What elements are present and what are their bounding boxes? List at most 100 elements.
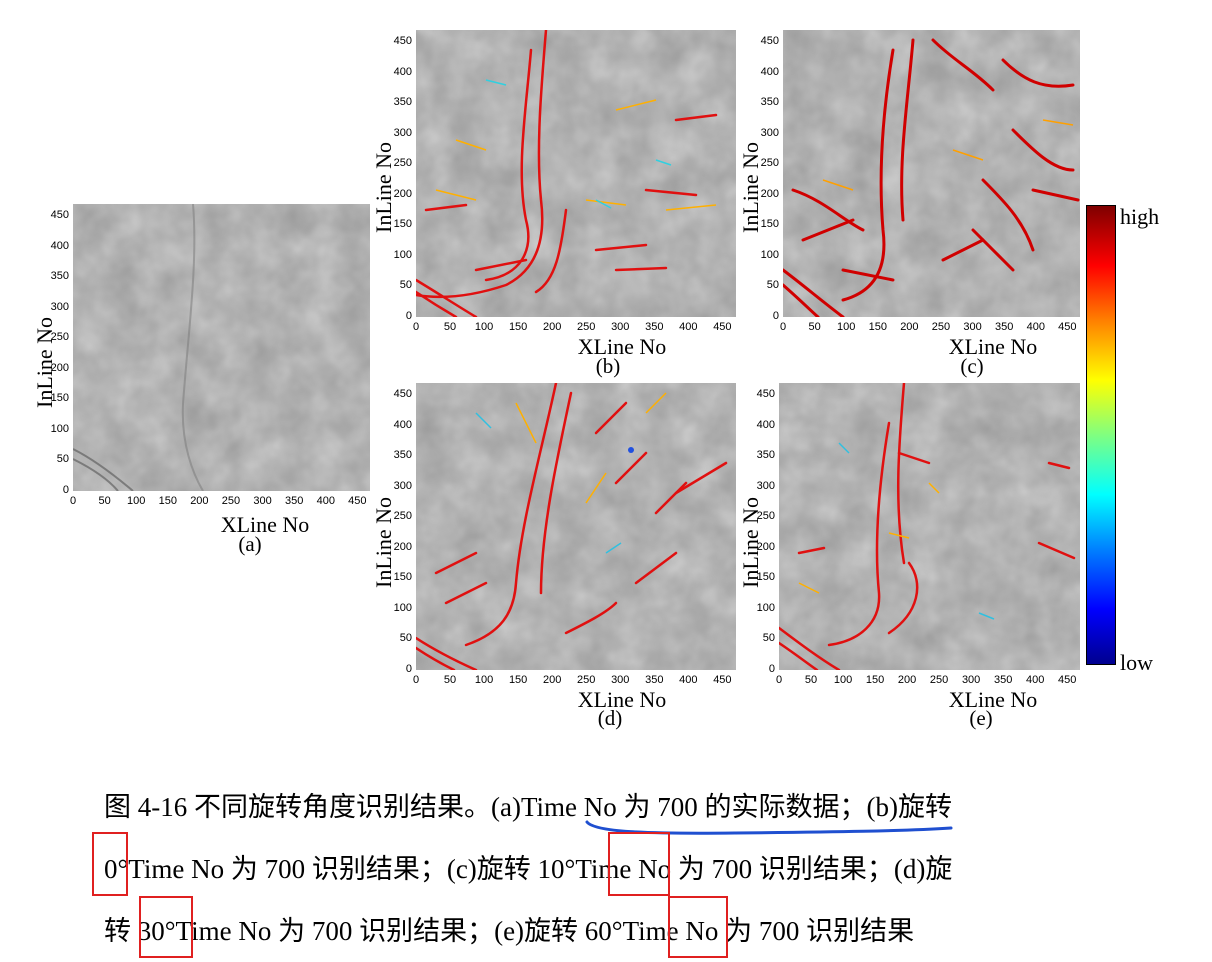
x-tick-label: 150 bbox=[865, 674, 885, 686]
panel-d-image bbox=[416, 383, 736, 670]
x-tick-label: 450 bbox=[1058, 674, 1077, 686]
x-tick-label: 400 bbox=[679, 674, 698, 686]
x-tick-label: 250 bbox=[577, 674, 596, 686]
y-tick-label: 350 bbox=[756, 449, 775, 462]
y-tick-label: 150 bbox=[393, 571, 412, 584]
hand-underline bbox=[585, 820, 953, 835]
x-tick-label: 250 bbox=[929, 674, 949, 686]
seismic-slice-image bbox=[73, 204, 370, 491]
x-tick-label: 350 bbox=[993, 674, 1013, 686]
x-tick-label: 0 bbox=[412, 321, 420, 333]
y-tick-label: 200 bbox=[756, 540, 775, 553]
x-tick-label: 100 bbox=[127, 495, 146, 507]
x-tick-label: 50 bbox=[808, 321, 821, 333]
y-tick-label: 400 bbox=[50, 239, 69, 252]
x-tick-label: 350 bbox=[994, 321, 1014, 333]
y-tick-label: 300 bbox=[756, 479, 775, 492]
panel-b-xlabel: XLine No bbox=[577, 334, 667, 359]
x-tick-label: 0 bbox=[779, 321, 787, 333]
y-tick-label: 150 bbox=[50, 392, 69, 405]
y-tick-label: 350 bbox=[393, 96, 412, 109]
detection-map-0deg bbox=[416, 30, 736, 317]
panel-c-label: (c) bbox=[960, 354, 984, 378]
y-tick-label: 50 bbox=[399, 632, 412, 645]
panel-e-xlabel: XLine No bbox=[948, 687, 1038, 712]
x-tick-label: 450 bbox=[348, 495, 367, 507]
y-tick-label: 450 bbox=[760, 35, 779, 48]
x-tick-label: 100 bbox=[474, 321, 494, 333]
x-tick-label: 400 bbox=[1026, 321, 1045, 333]
x-tick-label: 450 bbox=[713, 674, 732, 686]
y-tick-label: 150 bbox=[393, 218, 412, 231]
y-tick-label: 200 bbox=[393, 187, 412, 200]
y-tick-label: 150 bbox=[756, 571, 775, 584]
x-tick-label: 150 bbox=[508, 321, 528, 333]
y-tick-label: 50 bbox=[762, 632, 775, 645]
x-tick-label: 150 bbox=[508, 674, 528, 686]
y-tick-label: 0 bbox=[405, 310, 412, 322]
highlight-box-30deg bbox=[139, 896, 193, 958]
y-tick-label: 200 bbox=[760, 187, 779, 200]
x-tick-label: 400 bbox=[1025, 674, 1045, 686]
panel-c-image bbox=[783, 30, 1080, 317]
y-tick-label: 400 bbox=[760, 65, 779, 78]
x-tick-label: 50 bbox=[443, 321, 457, 333]
y-tick-label: 0 bbox=[62, 484, 69, 496]
x-tick-label: 350 bbox=[645, 674, 664, 686]
y-tick-label: 250 bbox=[756, 510, 775, 523]
detection-map-60deg bbox=[779, 383, 1080, 670]
x-tick-label: 0 bbox=[69, 495, 77, 507]
panel-a-label: (a) bbox=[238, 532, 262, 556]
y-tick-label: 400 bbox=[393, 65, 412, 78]
panel-e-label: (e) bbox=[969, 706, 993, 730]
y-tick-label: 400 bbox=[393, 418, 412, 431]
caption-line-2: 0°Time No 为 700 识别结果；(c)旋转 10°Time No 为 … bbox=[104, 854, 953, 884]
x-tick-label: 300 bbox=[611, 674, 630, 686]
y-tick-label: 300 bbox=[393, 479, 412, 492]
y-tick-label: 450 bbox=[50, 209, 69, 222]
y-tick-label: 300 bbox=[393, 126, 412, 139]
x-tick-label: 100 bbox=[837, 321, 856, 333]
panel-b-image bbox=[416, 30, 736, 317]
x-tick-label: 250 bbox=[577, 321, 596, 333]
y-tick-label: 300 bbox=[50, 300, 69, 313]
y-tick-label: 200 bbox=[50, 361, 69, 374]
y-tick-label: 350 bbox=[393, 449, 412, 462]
y-tick-label: 350 bbox=[50, 270, 69, 283]
x-tick-label: 400 bbox=[316, 495, 335, 507]
panel-c-ylabel: InLine No bbox=[738, 141, 763, 233]
x-tick-label: 300 bbox=[963, 321, 982, 333]
figure-caption: 图 4-16 不同旋转角度识别结果。(a)Time No 为 700 的实际数据… bbox=[104, 776, 952, 962]
highlight-box-10deg bbox=[608, 832, 670, 896]
panel-d-xlabel: XLine No bbox=[577, 687, 667, 712]
x-tick-label: 50 bbox=[443, 674, 457, 686]
y-tick-label: 50 bbox=[766, 279, 779, 292]
panel-a-image bbox=[73, 204, 370, 491]
x-tick-label: 450 bbox=[713, 321, 732, 333]
y-tick-label: 350 bbox=[760, 96, 779, 109]
x-tick-label: 150 bbox=[158, 495, 177, 507]
y-tick-label: 100 bbox=[760, 248, 779, 261]
y-tick-label: 0 bbox=[768, 663, 775, 675]
x-tick-label: 150 bbox=[868, 321, 887, 333]
x-tick-label: 100 bbox=[833, 674, 853, 686]
y-tick-label: 100 bbox=[756, 601, 775, 614]
y-tick-label: 300 bbox=[760, 126, 779, 139]
panel-c-xlabel: XLine No bbox=[948, 334, 1038, 359]
x-tick-label: 300 bbox=[253, 495, 272, 507]
x-tick-label: 50 bbox=[804, 674, 818, 686]
colorbar-high-label: high bbox=[1120, 204, 1160, 229]
y-tick-label: 50 bbox=[56, 453, 69, 466]
x-tick-label: 200 bbox=[900, 321, 919, 333]
x-tick-label: 200 bbox=[542, 321, 562, 333]
y-tick-label: 100 bbox=[393, 601, 412, 614]
y-tick-label: 250 bbox=[393, 157, 412, 170]
x-tick-label: 350 bbox=[645, 321, 664, 333]
x-tick-label: 450 bbox=[1058, 321, 1077, 333]
y-tick-label: 400 bbox=[756, 418, 775, 431]
y-tick-label: 150 bbox=[760, 218, 779, 231]
caption-line-3: 转 30°Time No 为 700 识别结果；(e)旋转 60°Time No… bbox=[104, 916, 915, 946]
y-tick-label: 450 bbox=[393, 35, 412, 48]
x-tick-label: 100 bbox=[474, 674, 494, 686]
x-tick-label: 0 bbox=[412, 674, 420, 686]
